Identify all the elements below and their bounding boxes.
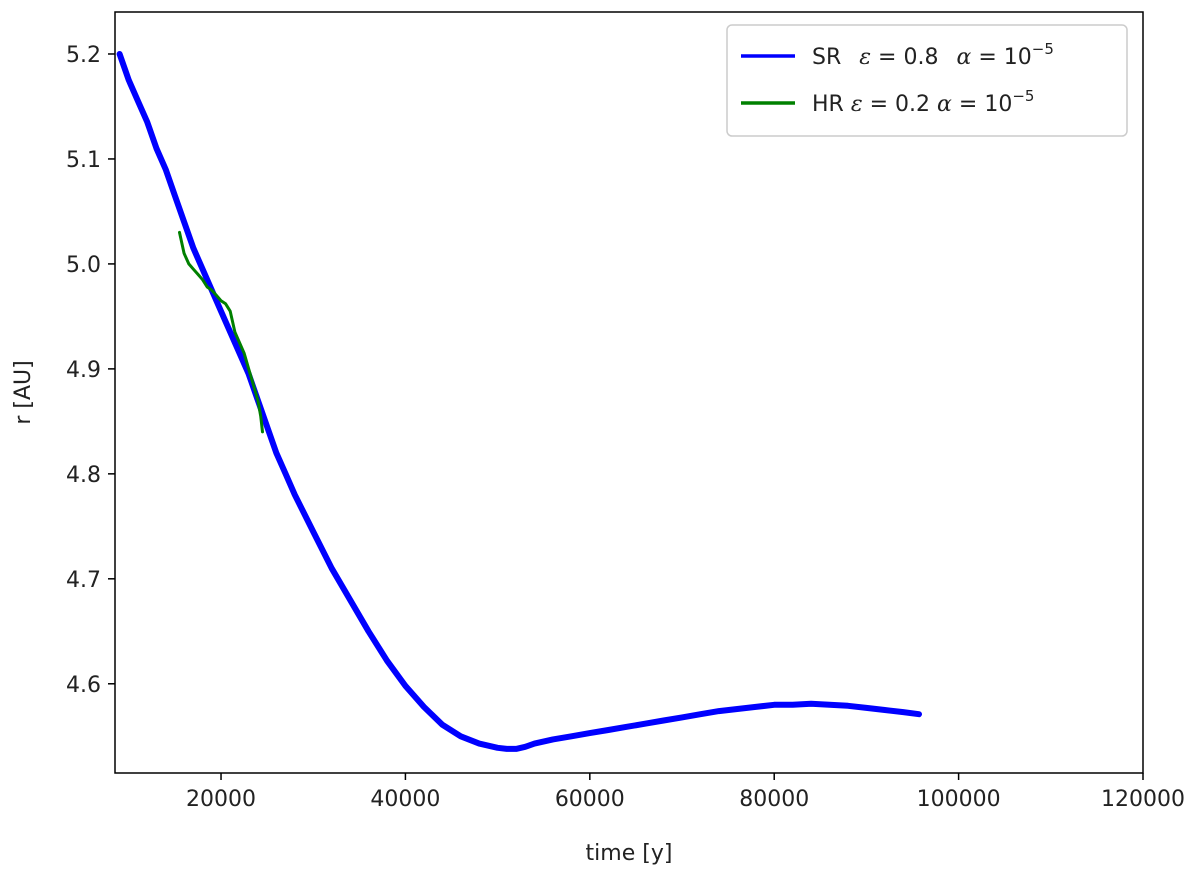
y-tick-label: 5.0 xyxy=(66,253,101,278)
x-axis-label: time [y] xyxy=(586,841,673,866)
x-tick-label: 20000 xyxy=(186,787,256,812)
legend-entry-hr: HR ε = 0.2 α = 10−5 xyxy=(741,87,1034,117)
y-tick-label: 4.8 xyxy=(66,463,101,488)
x-tick-label: 100000 xyxy=(917,787,1001,812)
legend: SR ε = 0.8 α = 10−5 HR ε = 0.2 α = 10−5 xyxy=(726,24,1128,137)
legend-box xyxy=(726,24,1128,137)
series-layer xyxy=(116,51,922,752)
x-axis: 20000 40000 60000 80000 100000 120000 xyxy=(186,773,1185,812)
plot-frame xyxy=(114,11,1144,774)
legend-label: SR ε = 0.8 α = 10−5 xyxy=(812,40,1054,70)
y-axis-label: r [AU] xyxy=(11,360,36,424)
x-tick-label: 40000 xyxy=(370,787,440,812)
y-tick-label: 4.6 xyxy=(66,673,101,698)
x-tick-label: 60000 xyxy=(555,787,625,812)
series-line-hr xyxy=(178,230,264,434)
x-tick-label: 120000 xyxy=(1101,787,1185,812)
y-axis: 4.6 4.7 4.8 4.9 5.0 5.1 5.2 xyxy=(66,43,115,698)
y-tick-label: 5.1 xyxy=(66,148,101,173)
legend-label: HR ε = 0.2 α = 10−5 xyxy=(812,87,1034,117)
y-tick-label: 4.7 xyxy=(66,568,101,593)
y-tick-label: 5.2 xyxy=(66,43,101,68)
y-tick-label: 4.9 xyxy=(66,358,101,383)
series-line-sr xyxy=(116,51,922,752)
legend-entry-sr: SR ε = 0.8 α = 10−5 xyxy=(741,40,1054,70)
x-tick-label: 80000 xyxy=(739,787,809,812)
